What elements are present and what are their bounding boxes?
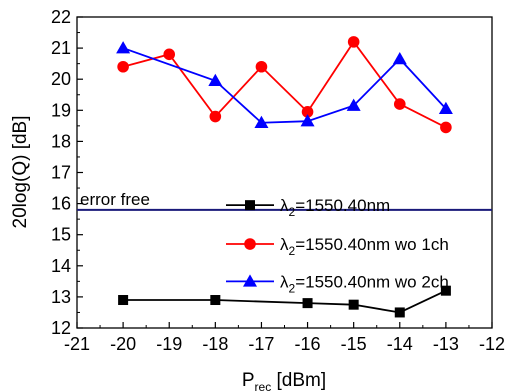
data-point (255, 60, 268, 73)
legend-label: λ2=1550.40nm wo 2ch (280, 272, 449, 295)
data-point (347, 36, 360, 48)
x-axis-label-main: P (242, 370, 255, 391)
legend-entry-3: λ2=1550.40nm wo 2ch (226, 272, 449, 295)
axis-ticks: -21 -20 -19 -18 -17 -16 -15 -14 -13 -12 12 13 14 15 16… (51, 7, 505, 354)
series-line (123, 289, 447, 314)
legend-entry-2: λ2=1550.40nm wo 1ch (226, 235, 449, 258)
x-tick-label: -17 (248, 334, 274, 354)
series-2 (117, 36, 452, 134)
data-point (393, 98, 406, 110)
y-tick-label: 21 (51, 38, 71, 58)
series-3 (116, 41, 453, 128)
data-point (394, 307, 405, 318)
legend-rest: =1550.40nm wo 2ch (295, 272, 449, 291)
x-axis-label-unit: [dBm] (271, 370, 326, 391)
data-point (438, 101, 453, 114)
data-point (118, 295, 129, 306)
data-point (348, 299, 359, 310)
y-tick-label: 18 (51, 131, 71, 151)
x-tick-label: -19 (156, 334, 182, 354)
data-point (208, 73, 223, 87)
y-tick-label: 12 (51, 318, 71, 338)
data-point (346, 98, 361, 111)
series-line (122, 40, 447, 129)
y-tick-label: 16 (51, 194, 71, 214)
legend-entry-1: λ2=1550.40nm (226, 196, 390, 219)
x-tick-label: -20 (110, 334, 136, 354)
data-point (440, 121, 452, 134)
x-tick-label: -14 (387, 334, 413, 354)
data-point (254, 115, 269, 128)
data-point (116, 41, 131, 54)
x-tick-label: -18 (202, 334, 228, 354)
x-tick-label: -21 (64, 334, 90, 354)
x-axis-label-sub: rec (255, 380, 272, 392)
legend-marker (243, 274, 257, 287)
data-point (163, 48, 176, 61)
x-tick-label: -13 (433, 334, 459, 354)
legend-symbol: λ (280, 196, 289, 215)
y-tick-label: 13 (51, 287, 71, 307)
reference-group: error free (77, 190, 492, 211)
data-point (301, 106, 314, 118)
data-point (300, 114, 315, 127)
data-point (392, 51, 407, 65)
legend-rest: =1550.40nm wo 1ch (295, 235, 449, 254)
error-free-label: error free (80, 190, 150, 209)
y-tick-label: 15 (51, 225, 71, 245)
y-axis-label: 20log(Q) [dB] (10, 116, 31, 229)
legend-subscript: 2 (289, 281, 296, 295)
y-tick-label: 17 (51, 163, 71, 183)
x-axis-label: Prec [dBm] (242, 370, 326, 392)
series-layer (116, 36, 453, 318)
legend-symbol: λ (280, 235, 289, 254)
data-point (440, 285, 451, 296)
x-tick-label: -12 (479, 334, 505, 354)
legend-subscript: 2 (289, 205, 296, 219)
x-tick-label: -15 (341, 334, 367, 354)
legend-symbol: λ (280, 272, 289, 291)
legend-label: λ2=1550.40nm (280, 196, 390, 219)
y-tick-label: 20 (51, 69, 71, 89)
legend-label: λ2=1550.40nm wo 1ch (280, 235, 449, 258)
data-point (302, 298, 313, 309)
legend-marker (245, 200, 255, 211)
data-point (210, 295, 221, 306)
series-1 (118, 285, 451, 318)
y-tick-label: 14 (51, 256, 71, 276)
y-tick-label: 19 (51, 100, 71, 120)
legend-marker (244, 238, 256, 250)
legend-subscript: 2 (289, 244, 296, 258)
data-point (209, 110, 222, 123)
legend-rest: =1550.40nm (295, 196, 390, 215)
data-point (117, 60, 129, 73)
x-tick-label: -16 (295, 334, 321, 354)
y-tick-label: 22 (51, 7, 71, 27)
